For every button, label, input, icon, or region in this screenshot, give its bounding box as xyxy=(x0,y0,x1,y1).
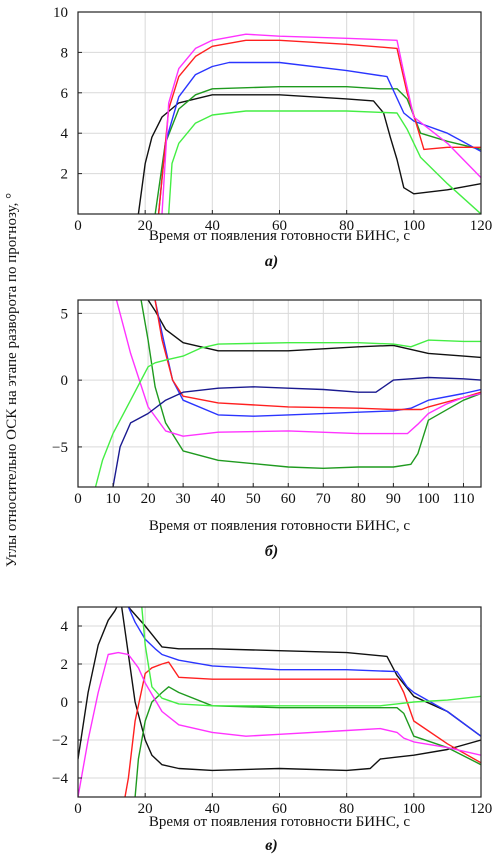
series-line-2 xyxy=(121,607,481,772)
x-tick-label: 0 xyxy=(74,218,82,234)
x-axis-label: Время от появления готовности БИНС, с xyxy=(149,518,410,534)
series-line-4 xyxy=(157,39,481,214)
x-tick-label: 100 xyxy=(417,491,440,507)
series-line-2 xyxy=(154,85,481,214)
series-line-1 xyxy=(147,300,481,359)
series-group xyxy=(78,607,481,797)
y-tick-label: 2 xyxy=(61,657,69,673)
x-tick-label: 110 xyxy=(453,491,475,507)
x-tick-label: 10 xyxy=(106,491,121,507)
y-tick-label: 6 xyxy=(61,86,69,102)
y-tick-label: 5 xyxy=(61,306,69,322)
series-line-5 xyxy=(115,300,481,437)
x-tick-label: 120 xyxy=(470,801,493,817)
series-line-7 xyxy=(141,607,481,707)
y-tick-label: 10 xyxy=(53,5,68,21)
plot-frame xyxy=(77,299,482,488)
chart-panel-3: 0 20 40 60 80 100 120 −4 −2 0 2 4 Время от появления… xyxy=(52,606,493,854)
x-tick-label: 50 xyxy=(246,491,261,507)
series-line-3 xyxy=(157,61,481,214)
series-line-5 xyxy=(161,33,481,214)
chart-panel-2: 0 10 20 30 40 50 60 70 80 90 100 110 −5 0 5 Время от по… xyxy=(52,299,482,560)
x-tick-label: 80 xyxy=(339,801,354,817)
series-group xyxy=(94,300,481,487)
panel-label: а) xyxy=(265,253,278,270)
series-line-7 xyxy=(112,376,481,487)
series-line-6 xyxy=(94,339,481,487)
x-tick-label: 40 xyxy=(205,801,220,817)
series-group xyxy=(137,33,481,214)
series-line-6 xyxy=(78,651,481,797)
x-axis-label: Время от появления готовности БИНС, с xyxy=(149,228,410,244)
panel-label: б) xyxy=(265,543,278,560)
series-line-1 xyxy=(78,607,481,760)
x-tick-label: 20 xyxy=(141,491,156,507)
series-line-6 xyxy=(168,110,481,214)
x-tick-label: 60 xyxy=(281,491,296,507)
y-tick-label: −2 xyxy=(52,733,68,749)
series-line-1 xyxy=(137,94,481,214)
x-tick-label: 100 xyxy=(403,218,426,234)
x-tick-label: 90 xyxy=(386,491,401,507)
x-tick-label: 60 xyxy=(272,218,287,234)
y-tick-label: 2 xyxy=(61,167,69,183)
y-tick-label: −4 xyxy=(52,771,68,787)
x-axis-label: Время от появления готовности БИНС, с xyxy=(149,814,410,830)
x-tick-label: 70 xyxy=(316,491,331,507)
x-tick-label: 20 xyxy=(138,218,153,234)
x-tick-label: 60 xyxy=(272,801,287,817)
shared-y-axis-label: Углы относительно ОСК на этапе разворота… xyxy=(4,193,20,567)
x-tick-label: 120 xyxy=(470,218,493,234)
x-tick-label: 0 xyxy=(74,491,82,507)
y-tick-label: 8 xyxy=(61,45,69,61)
x-tick-label: 40 xyxy=(211,491,226,507)
y-tick-label: 0 xyxy=(61,695,69,711)
y-tick-label: −5 xyxy=(52,440,68,456)
x-tick-label: 40 xyxy=(205,218,220,234)
series-line-4 xyxy=(124,661,481,797)
x-tick-label: 100 xyxy=(403,801,426,817)
y-tick-label: 4 xyxy=(61,126,69,142)
x-tick-label: 0 xyxy=(74,801,82,817)
y-tick-label: 0 xyxy=(61,373,69,389)
panel-label: в) xyxy=(265,837,277,854)
y-tick-label: 4 xyxy=(61,619,69,635)
series-line-3 xyxy=(127,607,481,737)
chart-panel-1: 0 20 40 60 80 100 120 2 4 6 8 10 Время от появления … xyxy=(53,5,492,270)
x-tick-label: 20 xyxy=(138,801,153,817)
x-tick-label: 80 xyxy=(339,218,354,234)
x-tick-label: 30 xyxy=(176,491,191,507)
series-line-2 xyxy=(140,300,481,469)
x-tick-label: 80 xyxy=(351,491,366,507)
series-line-3 xyxy=(154,300,481,417)
series-line-4 xyxy=(154,300,481,411)
